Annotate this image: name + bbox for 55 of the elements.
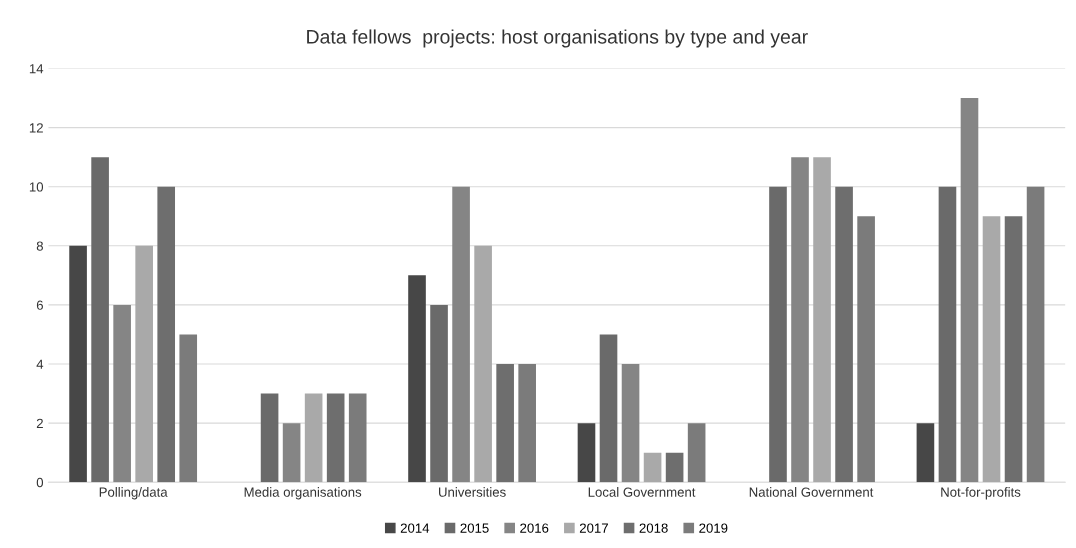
bar <box>260 393 279 483</box>
legend-label: 2014 <box>400 523 430 533</box>
bar <box>916 423 935 483</box>
bar <box>518 364 536 483</box>
y-tick-label: 8 <box>36 241 43 251</box>
y-tick-label: 2 <box>36 418 43 428</box>
chart-title: Data fellows projects: host organisations by type and year <box>307 29 808 48</box>
y-tick-label: 12 <box>29 123 43 133</box>
bar <box>408 275 426 483</box>
x-tick-label: National Government <box>749 487 874 497</box>
bar <box>791 157 809 483</box>
x-tick-label: Polling/data <box>99 487 168 500</box>
bar <box>621 364 640 483</box>
bar <box>938 186 957 483</box>
bar <box>643 452 662 483</box>
bar <box>813 157 831 483</box>
legend-label: 2018 <box>639 523 668 533</box>
bar <box>857 216 875 483</box>
legend-label: 2015 <box>460 523 489 533</box>
bar <box>135 245 153 483</box>
bar <box>1004 216 1023 483</box>
bar <box>430 304 448 483</box>
legend-label: 2019 <box>699 523 728 533</box>
y-tick-label: 0 <box>36 477 44 488</box>
x-tick-label: Not-for-profits <box>941 487 1021 500</box>
legend-label: 2016 <box>520 523 549 533</box>
bar <box>577 423 596 483</box>
bar <box>69 245 87 483</box>
y-tick-label: 14 <box>29 64 44 74</box>
bar <box>91 157 109 483</box>
bar <box>452 186 470 483</box>
bar <box>348 393 367 483</box>
bar <box>474 245 492 483</box>
x-tick-label: Local Government <box>588 487 696 497</box>
bar <box>496 364 514 483</box>
bar <box>326 393 345 483</box>
x-tick-label: Media organisations <box>244 487 362 500</box>
y-tick-label: 10 <box>29 182 44 192</box>
bar <box>769 186 787 483</box>
bar <box>157 186 176 483</box>
bar <box>1026 186 1045 483</box>
bar <box>665 452 684 483</box>
bar <box>687 423 706 483</box>
y-tick-label: 4 <box>36 359 44 369</box>
bar <box>599 334 618 483</box>
bar <box>960 98 979 483</box>
y-tick-label: 6 <box>36 300 43 310</box>
x-tick-label: Universities <box>439 487 506 497</box>
bar <box>835 186 853 483</box>
bar <box>179 334 198 483</box>
bar <box>282 423 301 483</box>
bar <box>113 304 131 483</box>
bar <box>304 393 323 483</box>
bar <box>982 216 1001 483</box>
legend-label: 2017 <box>579 523 608 533</box>
